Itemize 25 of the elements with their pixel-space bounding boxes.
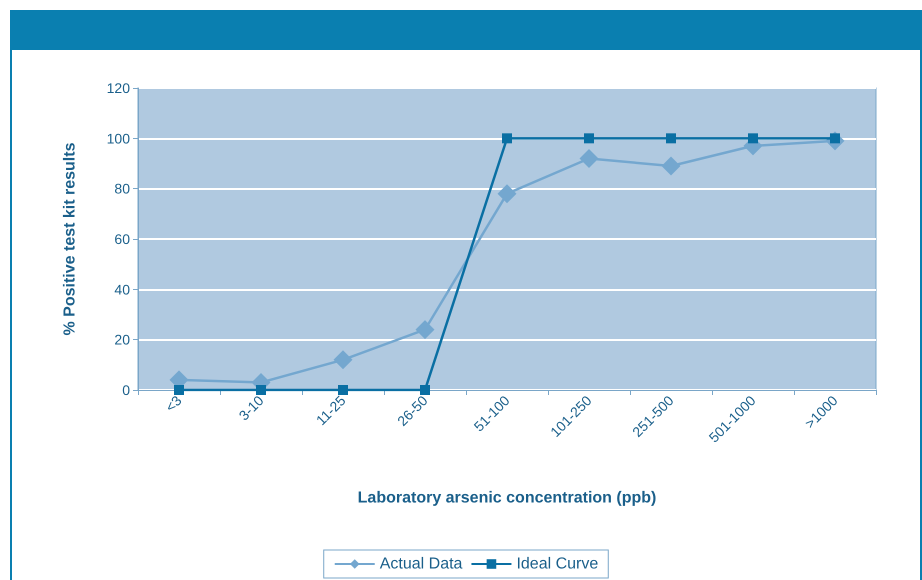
y-tick-label: 40: [114, 281, 130, 298]
point: [584, 133, 594, 144]
y-tick-label: 0: [122, 382, 130, 398]
y-tick-label: 80: [114, 180, 130, 197]
x-tick-label: <3: [162, 392, 185, 415]
x-axis-title: Laboratory arsenic concentration (ppb): [358, 490, 656, 506]
y-tick-label: 120: [106, 80, 130, 96]
point: [662, 156, 680, 176]
point: [666, 133, 676, 144]
point: [416, 320, 434, 340]
y-axis-title: % Positive test kit results: [62, 142, 78, 336]
point: [256, 385, 266, 395]
point: [498, 184, 516, 204]
point: [748, 133, 758, 144]
legend-label: Actual Data: [380, 556, 463, 572]
legend-label: Ideal Curve: [516, 556, 598, 572]
point: [420, 385, 430, 395]
point: [334, 350, 352, 370]
y-tick-label: 60: [114, 231, 130, 247]
y-tick-label: 100: [106, 130, 130, 146]
y-tick-label: 20: [114, 332, 130, 348]
point: [580, 148, 598, 168]
point: [174, 385, 184, 395]
point: [502, 133, 512, 144]
point: [338, 385, 348, 395]
